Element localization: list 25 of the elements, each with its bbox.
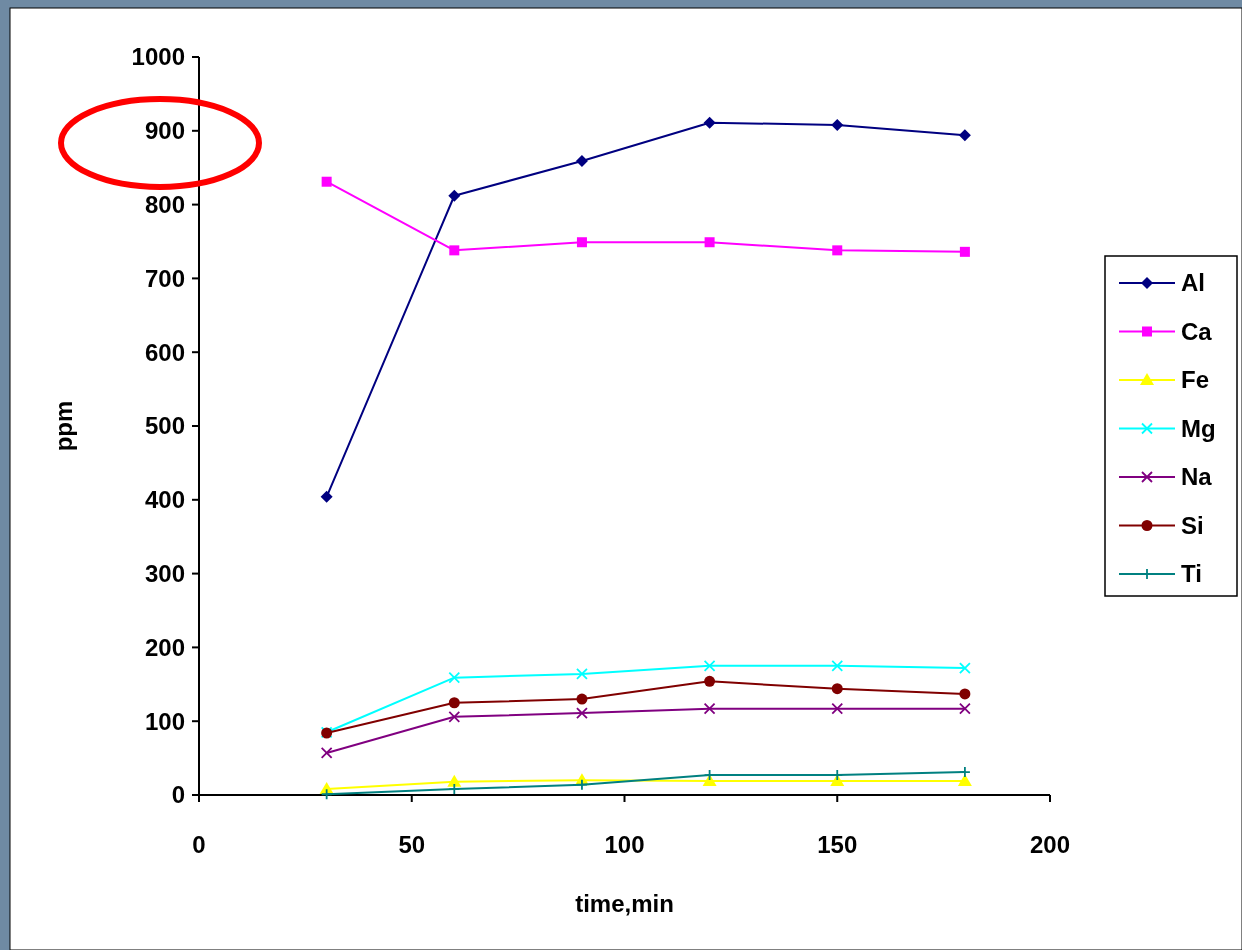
y-tick-label: 0 — [171, 781, 185, 809]
y-tick-label: 400 — [144, 486, 185, 514]
y-axis-title: ppm — [50, 400, 77, 452]
legend-label: Ca — [1181, 317, 1213, 345]
x-tick-label: 50 — [398, 831, 426, 858]
x-tick-label: 0 — [192, 831, 206, 858]
y-tick-label: 600 — [144, 338, 185, 366]
x-axis-title: time,min — [575, 890, 674, 917]
legend-label: Ti — [1181, 560, 1202, 588]
legend-label: Al — [1181, 269, 1205, 297]
x-tick-label: 100 — [604, 831, 645, 858]
y-tick-label: 200 — [144, 633, 185, 661]
y-tick-label: 500 — [144, 412, 185, 440]
legend-label: Na — [1181, 463, 1213, 491]
y-tick-label: 1000 — [131, 43, 185, 71]
x-tick-label: 150 — [817, 831, 858, 858]
y-tick-label: 300 — [144, 560, 185, 587]
legend-label: Fe — [1181, 366, 1210, 394]
y-tick-label: 900 — [144, 117, 185, 145]
x-tick-label: 200 — [1029, 831, 1071, 858]
y-tick-label: 700 — [144, 264, 185, 292]
y-tick-label: 800 — [144, 191, 185, 218]
legend-label: Mg — [1181, 414, 1216, 442]
y-tick-label: 100 — [144, 707, 185, 735]
legend-label: Si — [1181, 511, 1204, 539]
